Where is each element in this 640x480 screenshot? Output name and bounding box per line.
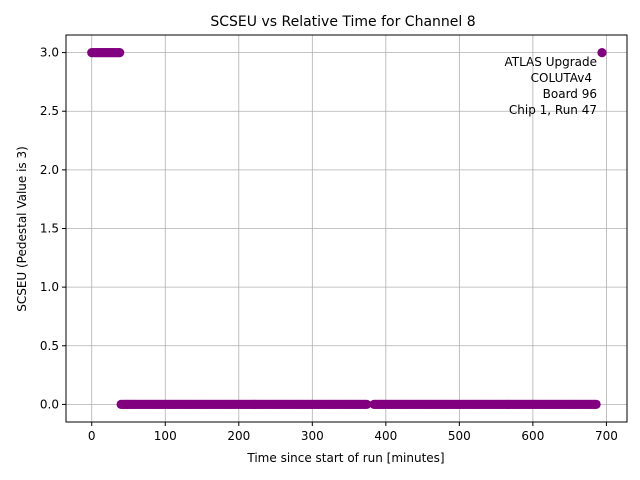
data-points bbox=[87, 47, 607, 410]
y-tick-label: 2.5 bbox=[40, 104, 59, 118]
annotation-line-2: COLUTAv4 bbox=[531, 71, 592, 85]
x-tick-label: 700 bbox=[595, 429, 618, 443]
annotation-line-3: Board 96 bbox=[543, 87, 597, 101]
x-tick-label: 500 bbox=[448, 429, 471, 443]
y-tick-label: 2.0 bbox=[40, 163, 59, 177]
x-tick-label: 100 bbox=[154, 429, 177, 443]
y-tick-label: 1.0 bbox=[40, 280, 59, 294]
y-axis-label: SCSEU (Pedestal Value is 3) bbox=[15, 146, 29, 312]
x-tick-label: 0 bbox=[88, 429, 96, 443]
y-tick-label: 0.5 bbox=[40, 339, 59, 353]
x-tick-label: 600 bbox=[521, 429, 544, 443]
chart-title: SCSEU vs Relative Time for Channel 8 bbox=[210, 14, 475, 30]
data-point bbox=[362, 399, 372, 410]
x-axis-label: Time since start of run [minutes] bbox=[246, 451, 444, 465]
y-tick-label: 1.5 bbox=[40, 222, 59, 236]
x-tick-label: 200 bbox=[227, 429, 250, 443]
data-point bbox=[591, 399, 601, 410]
data-point bbox=[115, 47, 125, 58]
annotation-line-4: Chip 1, Run 47 bbox=[509, 103, 597, 117]
y-tick-label: 3.0 bbox=[40, 46, 59, 60]
y-axis-ticks: 0.0 0.5 1.0 1.5 2.0 2.5 3.0 bbox=[40, 46, 66, 411]
x-tick-label: 300 bbox=[301, 429, 324, 443]
x-axis-ticks: 0 100 200 300 400 500 600 700 bbox=[88, 422, 618, 443]
data-point bbox=[597, 47, 607, 58]
y-tick-label: 0.0 bbox=[40, 397, 59, 411]
x-tick-label: 400 bbox=[374, 429, 397, 443]
annotation-line-1: ATLAS Upgrade bbox=[504, 55, 597, 69]
